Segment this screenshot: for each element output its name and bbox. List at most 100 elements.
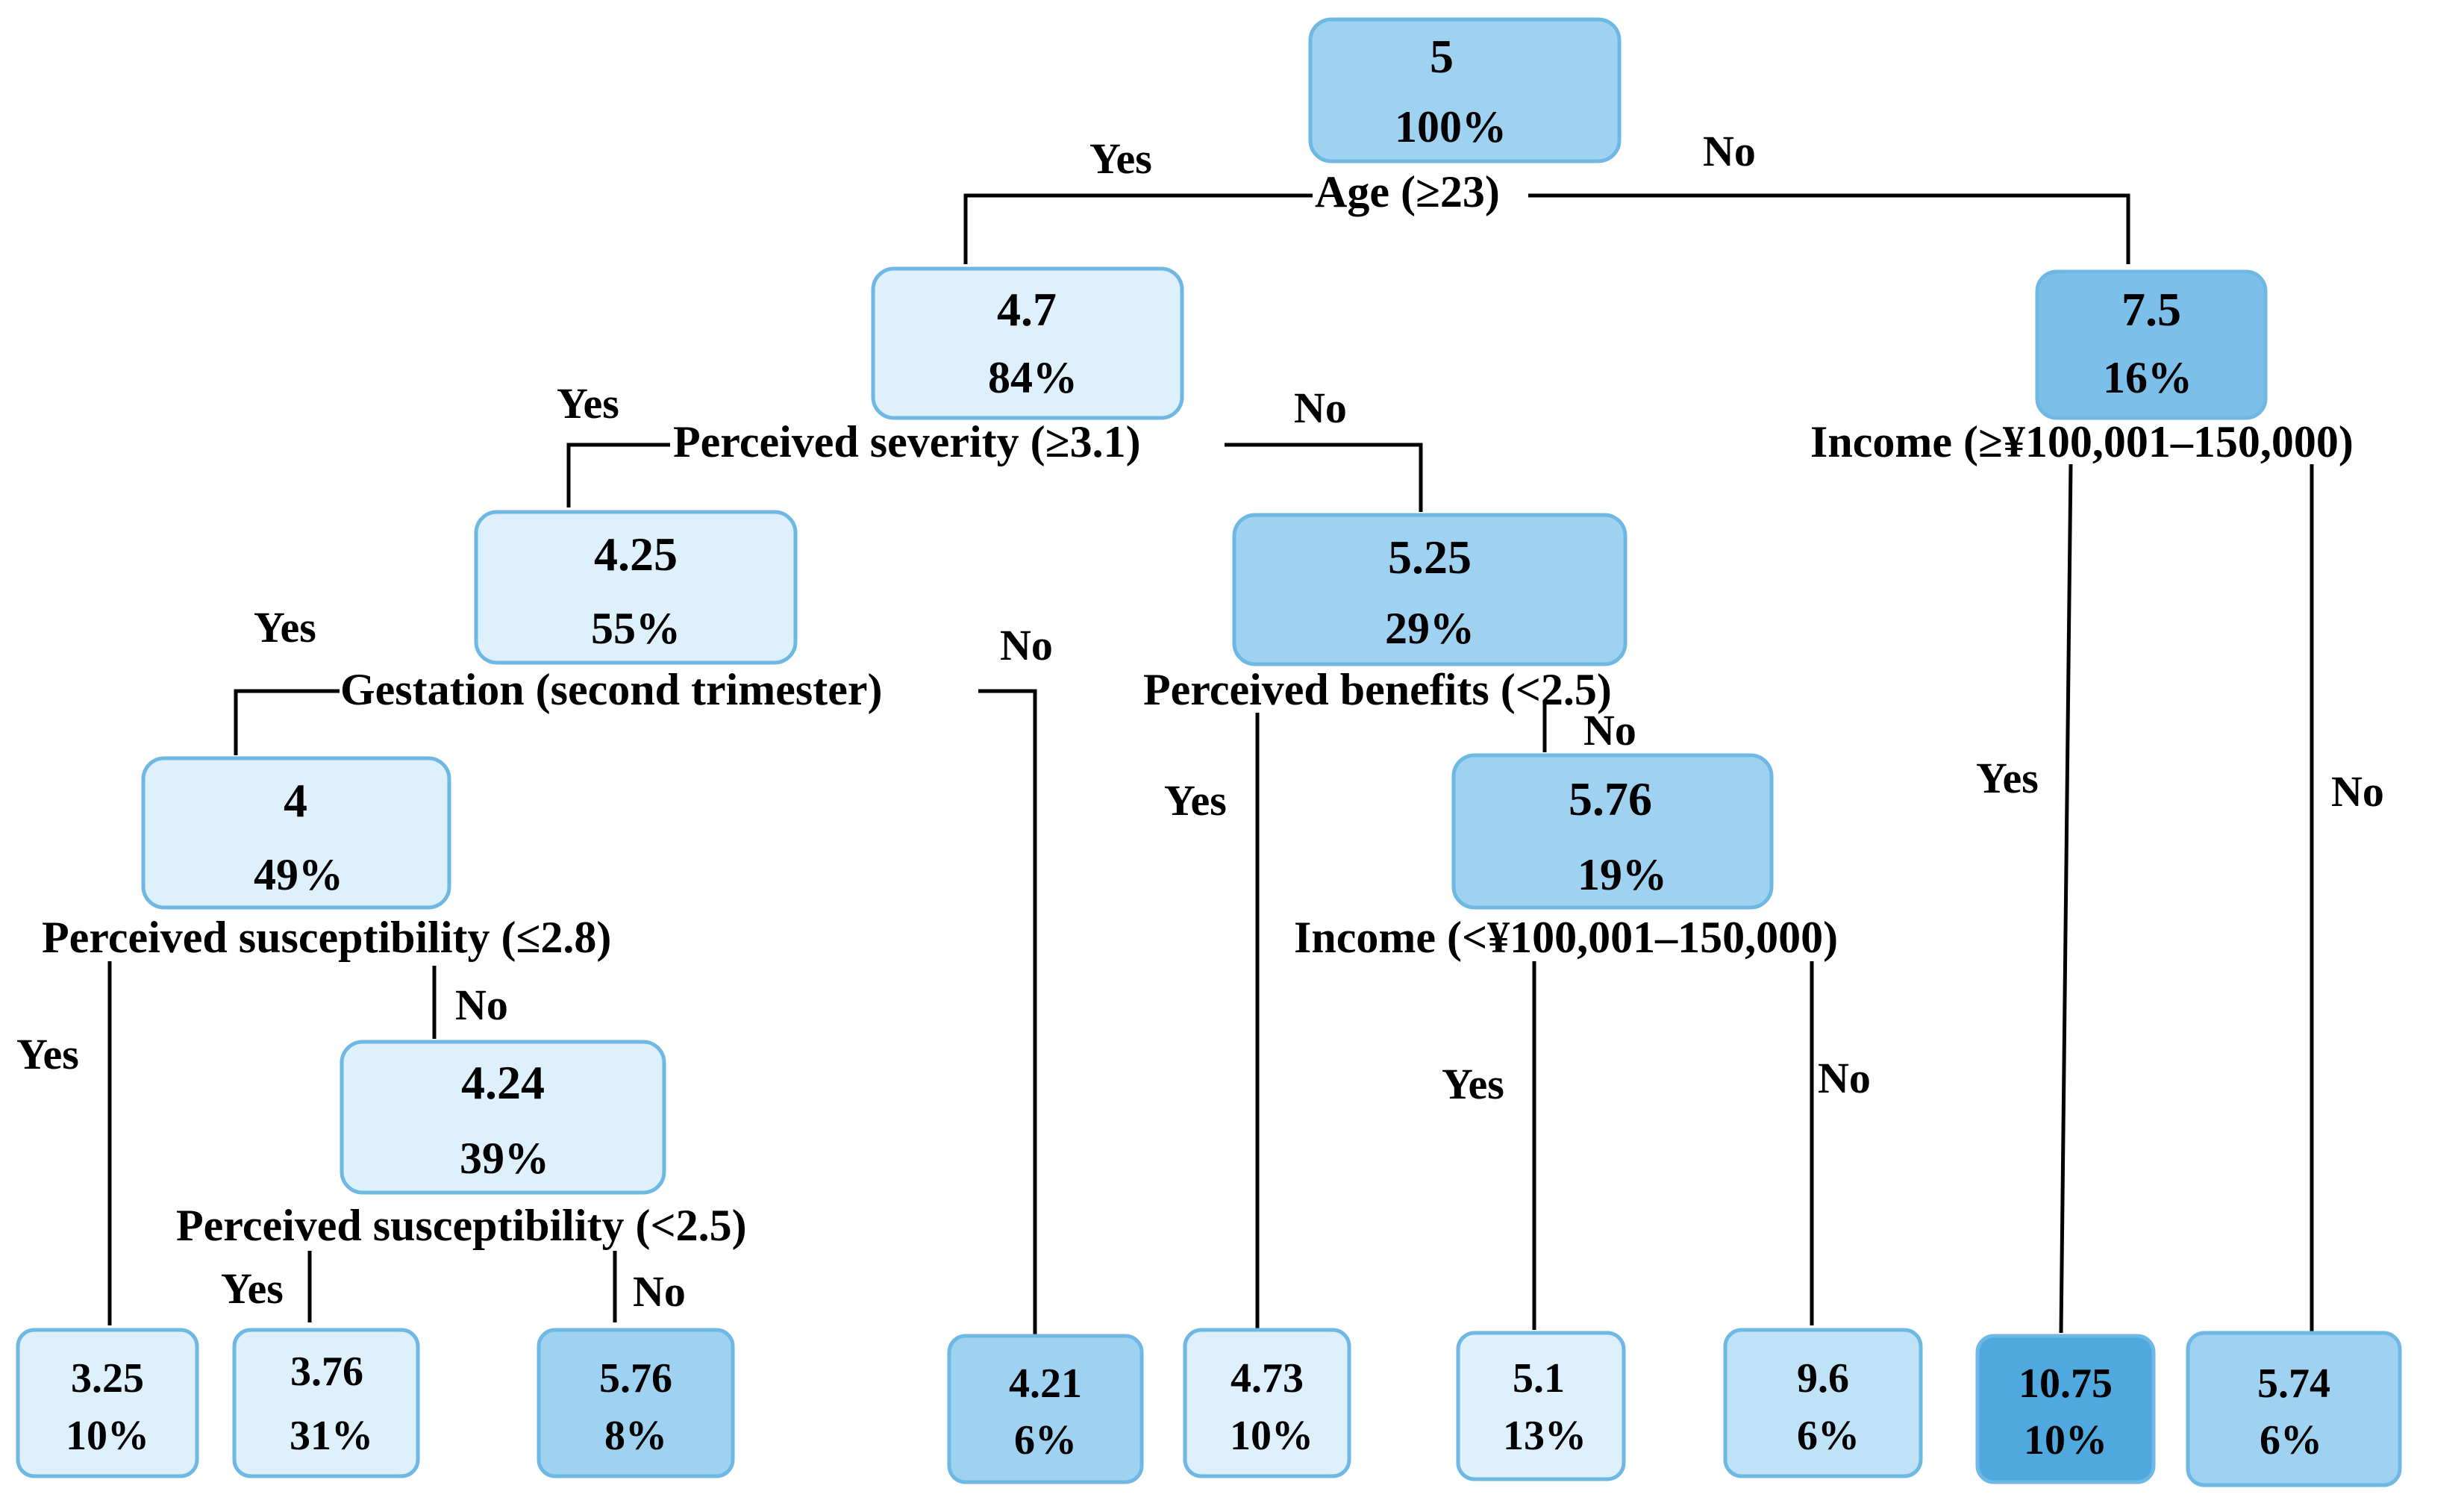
leaf-percent: 10%: [1230, 1413, 1313, 1459]
tree-node-4-24: 4.24 39%: [340, 1040, 666, 1195]
node-box: [1232, 513, 1627, 666]
tree-leaf: 10.75 10%: [1975, 1334, 2156, 1484]
tree-node-7-5: 7.5 16%: [2035, 269, 2268, 420]
leaf-value: 10.75: [2019, 1361, 2113, 1407]
split-age: Age (≥23): [1315, 167, 1500, 216]
leaf-box: [16, 1328, 199, 1478]
split-income-high: Income (≥¥100,001–150,000): [1810, 417, 2354, 466]
node-value: 4.7: [997, 283, 1057, 336]
tree-leaf: 5.74 6%: [2186, 1331, 2402, 1487]
branch-label-no: No: [633, 1267, 686, 1316]
tree-edges: [107, 193, 2314, 1334]
edge-severity-no: [1225, 443, 1423, 512]
branch-label-no: No: [1703, 127, 1756, 175]
tree-leaf: 3.25 10%: [16, 1328, 199, 1478]
branch-label-no: No: [455, 981, 508, 1029]
tree-leaf: 5.76 8%: [537, 1328, 735, 1478]
node-value: 5.76: [1569, 772, 1652, 825]
node-value: 7.5: [2121, 283, 2181, 336]
leaf-value: 9.6: [1797, 1355, 1849, 1402]
node-percent: 49%: [254, 850, 343, 899]
node-box: [1308, 17, 1622, 163]
node-percent: 29%: [1385, 604, 1475, 653]
tree-leaf: 9.6 6%: [1723, 1328, 1923, 1478]
leaf-percent: 31%: [290, 1413, 373, 1459]
node-box: [2035, 269, 2268, 420]
node-percent: 100%: [1395, 102, 1507, 151]
node-value: 5: [1430, 30, 1454, 83]
branch-label-no: No: [1294, 384, 1347, 432]
leaf-value: 3.76: [290, 1349, 363, 1395]
node-box: [871, 266, 1184, 420]
branch-label-yes: Yes: [254, 603, 316, 652]
node-box: [1451, 753, 1774, 910]
split-perceived-benefits: Perceived benefits (<2.5): [1143, 665, 1612, 714]
leaf-percent: 6%: [1797, 1413, 1860, 1459]
split-gestation: Gestation (second trimester): [340, 665, 882, 714]
leaf-percent: 6%: [1014, 1417, 1077, 1463]
branch-label-yes: Yes: [1442, 1060, 1504, 1108]
split-perceived-severity: Perceived severity (≥3.1): [673, 417, 1141, 466]
branch-label-yes: Yes: [221, 1264, 284, 1313]
leaf-box: [1183, 1328, 1351, 1478]
node-percent: 55%: [591, 604, 681, 653]
node-percent: 16%: [2103, 353, 2192, 402]
leaf-percent: 8%: [604, 1413, 667, 1459]
tree-node-5-76: 5.76 19%: [1451, 753, 1774, 910]
node-box: [474, 510, 798, 665]
split-perceived-susceptibility-2: Perceived susceptibility (<2.5): [176, 1201, 747, 1250]
tree-leaf: 4.21 6%: [947, 1334, 1144, 1484]
node-percent: 84%: [988, 353, 1078, 402]
edge-gestation-no: [978, 689, 1037, 1334]
branch-label-yes: Yes: [1164, 776, 1227, 825]
leaf-value: 5.76: [599, 1355, 672, 1402]
branch-label-no: No: [1583, 706, 1636, 755]
branch-label-yes: Yes: [557, 379, 619, 428]
split-perceived-susceptibility-1: Perceived susceptibility (≤2.8): [42, 913, 611, 962]
branch-label-no: No: [1818, 1054, 1871, 1102]
leaf-box: [1456, 1331, 1626, 1481]
branch-label-yes: Yes: [1976, 754, 2039, 802]
split-labels: Age (≥23) Perceived severity (≥3.1) Inco…: [42, 167, 2354, 1250]
leaf-value: 4.73: [1231, 1355, 1304, 1402]
node-value: 4: [284, 774, 307, 827]
leaf-value: 3.25: [71, 1355, 144, 1402]
leaf-percent: 10%: [66, 1413, 149, 1459]
edge-age-no: [1528, 193, 2130, 264]
tree-leaf: 5.1 13%: [1456, 1331, 1626, 1481]
node-value: 4.25: [594, 528, 678, 581]
node-value: 4.24: [461, 1056, 545, 1109]
leaf-box: [537, 1328, 735, 1478]
edge-income-high-yes: [2059, 463, 2073, 1334]
branch-labels: Yes No Yes No Yes No Yes No Yes No Yes N…: [16, 127, 2384, 1316]
leaf-percent: 10%: [2024, 1417, 2107, 1463]
leaf-value: 5.1: [1513, 1355, 1565, 1402]
leaf-box: [947, 1334, 1144, 1484]
tree-leaf: 3.76 31%: [232, 1328, 420, 1478]
node-box: [340, 1040, 666, 1195]
leaf-percent: 13%: [1503, 1413, 1586, 1459]
leaf-value: 4.21: [1009, 1361, 1082, 1407]
branch-label-no: No: [2331, 767, 2384, 816]
node-percent: 39%: [460, 1134, 549, 1183]
leaf-box: [232, 1328, 420, 1478]
node-percent: 19%: [1577, 850, 1667, 899]
leaf-value: 5.74: [2257, 1361, 2330, 1407]
tree-leaf: 4.73 10%: [1183, 1328, 1351, 1478]
leaf-box: [1723, 1328, 1923, 1478]
leaf-percent: 6%: [2260, 1417, 2322, 1463]
tree-node-root: 5 100%: [1308, 17, 1622, 163]
node-value: 5.25: [1388, 531, 1472, 584]
leaf-box: [1975, 1334, 2156, 1484]
branch-label-yes: Yes: [1089, 134, 1152, 183]
edge-age-yes: [963, 193, 1313, 264]
edge-severity-yes: [566, 443, 670, 507]
tree-node-4-7: 4.7 84%: [871, 266, 1184, 420]
split-income-low: Income (<¥100,001–150,000): [1294, 913, 1838, 962]
tree-node-4: 4 49%: [141, 756, 451, 910]
tree-node-4-25: 4.25 55%: [474, 510, 798, 665]
branch-label-no: No: [1000, 621, 1053, 669]
edge-gestation-yes: [234, 689, 340, 755]
tree-node-5-25: 5.25 29%: [1232, 513, 1627, 666]
